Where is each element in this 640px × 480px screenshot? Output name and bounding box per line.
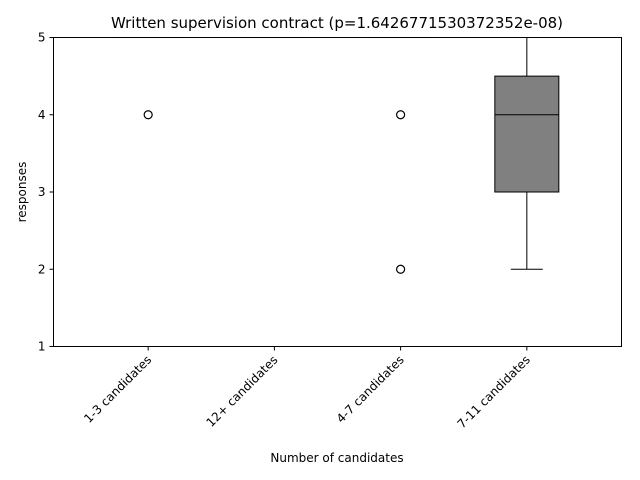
y-axis-label: responses [15,162,29,223]
x-axis-label: Number of candidates [270,451,403,465]
box-group [115,37,181,120]
x-axis: 1-3 candidates 12+ candidates 4-7 candidat… [81,346,533,431]
plot-marks [115,37,560,274]
y-tick-label: 1 [38,340,46,354]
y-tick-label: 2 [38,262,46,276]
box-group [494,37,560,270]
x-tick-label: 7-11 candidates [455,353,533,431]
x-tick-label: 1-3 candidates [81,353,154,426]
y-tick-label: 3 [38,185,46,199]
y-axis: 1 2 3 4 5 [38,31,54,354]
y-tick-label: 4 [38,108,46,122]
outlier-point [396,110,406,120]
box [494,75,560,193]
box-group [368,37,434,274]
y-tick-label: 5 [38,31,46,45]
chart-title: Written supervision contract (p=1.642677… [111,14,563,32]
outlier-point [143,110,153,120]
x-tick-label: 4-7 candidates [334,353,407,426]
outlier-point [396,264,406,274]
x-tick-label: 12+ candidates [203,353,280,430]
